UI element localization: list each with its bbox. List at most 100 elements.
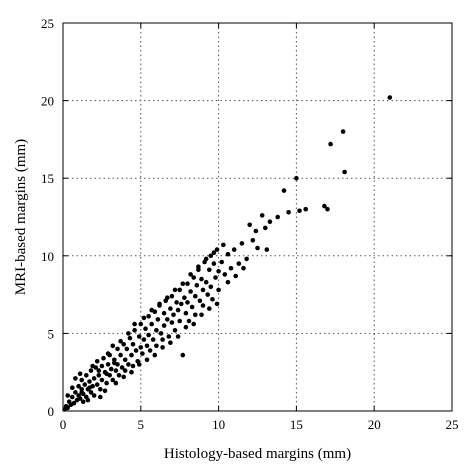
data-point <box>322 203 327 209</box>
data-point <box>96 368 102 373</box>
data-point <box>157 301 162 307</box>
data-point <box>105 362 111 367</box>
data-point <box>126 362 131 367</box>
data-point <box>88 390 94 395</box>
y-axis-label: MRI-based margins (mm) <box>13 139 29 295</box>
data-point <box>147 348 153 353</box>
data-point <box>199 312 204 318</box>
data-point <box>104 380 109 386</box>
data-point <box>132 321 137 327</box>
data-point <box>110 377 116 383</box>
data-point <box>149 321 154 327</box>
data-point <box>208 253 214 259</box>
data-point <box>118 338 123 344</box>
data-point <box>165 317 170 322</box>
data-point <box>177 287 182 293</box>
data-point <box>259 213 265 218</box>
data-point <box>113 380 119 386</box>
data-point <box>286 210 291 215</box>
data-point <box>186 318 192 324</box>
x-tick-labels: 0 5 10 15 20 25 <box>60 417 459 432</box>
data-point <box>194 283 200 288</box>
data-point <box>182 295 187 301</box>
data-point <box>216 269 221 274</box>
data-point <box>172 328 178 333</box>
data-point <box>275 214 281 220</box>
data-point <box>200 287 206 293</box>
data-point <box>340 129 346 134</box>
data-point <box>172 287 178 293</box>
data-point <box>112 360 117 366</box>
data-point <box>79 377 84 383</box>
data-point <box>188 272 193 277</box>
data-point <box>222 272 228 277</box>
data-point <box>122 357 128 363</box>
data-point <box>77 371 83 377</box>
data-point <box>263 225 268 231</box>
axis-ticks <box>62 22 453 412</box>
data-point <box>179 301 184 307</box>
data-point <box>294 175 299 181</box>
data-point <box>213 275 218 280</box>
data-point <box>241 265 246 271</box>
data-point <box>132 328 137 333</box>
data-point <box>87 379 92 384</box>
data-point <box>70 394 75 400</box>
y-tick-label: 15 <box>41 171 54 186</box>
data-point <box>180 281 186 287</box>
data-point <box>105 351 111 356</box>
data-point <box>71 400 77 406</box>
data-point <box>84 373 89 378</box>
data-point <box>189 304 195 310</box>
data-point <box>96 373 102 378</box>
data-point <box>214 247 220 252</box>
data-point <box>207 267 212 273</box>
data-point <box>160 345 165 350</box>
data-point <box>87 385 92 391</box>
data-point <box>267 219 273 224</box>
data-point <box>166 334 172 339</box>
data-point <box>129 352 134 358</box>
data-point <box>88 368 94 373</box>
data-point <box>77 396 83 401</box>
data-point <box>188 289 193 294</box>
data-point <box>174 300 179 305</box>
x-tick-label: 15 <box>290 417 303 432</box>
data-point <box>94 382 100 387</box>
data-point <box>342 169 347 175</box>
data-point <box>165 295 170 301</box>
x-tick-label: 5 <box>138 417 145 432</box>
x-tick-label: 25 <box>446 417 459 432</box>
data-point <box>160 337 165 342</box>
data-point <box>136 334 142 339</box>
y-tick-label: 25 <box>41 16 54 31</box>
data-point <box>144 343 150 349</box>
data-point <box>108 366 114 372</box>
data-point <box>168 306 173 311</box>
data-point <box>193 293 198 299</box>
data-point <box>175 334 181 339</box>
data-point <box>116 373 122 378</box>
data-point <box>65 405 70 411</box>
y-tick-label: 5 <box>48 326 55 341</box>
data-point <box>73 390 78 395</box>
data-point <box>216 287 221 293</box>
data-point <box>175 307 181 313</box>
data-point <box>70 385 75 391</box>
data-point <box>225 251 231 257</box>
data-point <box>225 279 231 285</box>
data-point <box>119 365 125 370</box>
data-point <box>214 301 220 307</box>
data-point <box>98 394 103 400</box>
x-tick-label: 10 <box>212 417 225 432</box>
data-point <box>281 188 287 193</box>
data-point <box>85 397 91 403</box>
data-point <box>203 256 209 262</box>
y-tick-label: 10 <box>41 249 54 264</box>
data-point <box>99 377 105 383</box>
data-point <box>146 332 151 338</box>
data-point <box>124 346 130 352</box>
data-point <box>233 273 238 279</box>
data-point <box>133 348 139 353</box>
data-point <box>247 222 252 228</box>
